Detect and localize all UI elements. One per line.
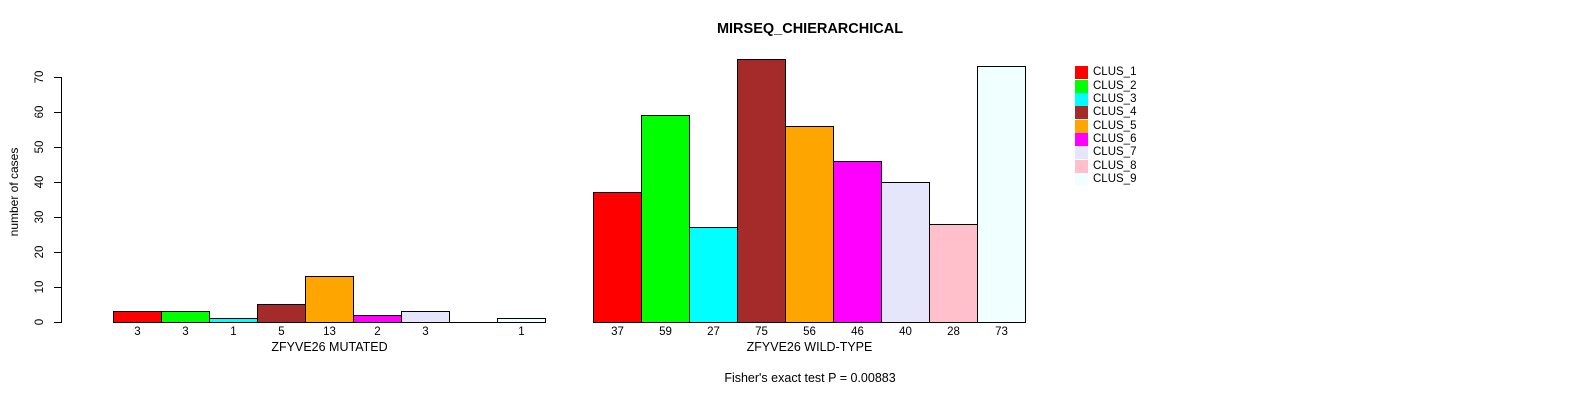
y-axis-tick: [54, 77, 61, 78]
legend-entry-label: CLUS_1: [1093, 66, 1137, 79]
bar-clus_6: [353, 315, 402, 323]
legend-swatch: [1075, 106, 1088, 120]
legend-entry-label: CLUS_9: [1093, 172, 1137, 185]
legend-swatch: [1075, 132, 1088, 146]
bar-clus_3: [689, 227, 738, 323]
legend-swatch: [1075, 119, 1088, 133]
y-axis-tick: [54, 252, 61, 253]
legend-entry: CLUS_8: [1075, 159, 1137, 173]
y-axis-tick-label: 70: [34, 70, 46, 84]
bar-clus_5: [785, 126, 834, 323]
bar-value-label: 3: [182, 326, 189, 338]
bar-value-label: 13: [323, 326, 336, 338]
y-axis-tick: [54, 147, 61, 148]
y-axis-line: [61, 77, 62, 323]
bar-clus_9: [497, 318, 546, 323]
bar-clus_5: [305, 276, 354, 323]
bar-value-label: 3: [134, 326, 141, 338]
bar-clus_3: [209, 318, 258, 323]
bar-clus_4: [737, 59, 786, 323]
legend-entry-label: CLUS_3: [1093, 92, 1137, 105]
legend-entry: CLUS_7: [1075, 146, 1137, 160]
fisher-test-annotation: Fisher's exact test P = 0.00883: [724, 371, 896, 385]
legend-entry: CLUS_5: [1075, 119, 1137, 133]
legend-swatch: [1075, 146, 1088, 160]
y-axis-tick: [54, 322, 61, 323]
legend-entry-label: CLUS_2: [1093, 79, 1137, 92]
bar-value-label: 73: [995, 326, 1008, 338]
y-axis-tick-label: 30: [34, 210, 46, 224]
legend-entry: CLUS_9: [1075, 172, 1137, 186]
legend-entry-label: CLUS_8: [1093, 159, 1137, 172]
legend-entry-label: CLUS_4: [1093, 106, 1137, 119]
bar-clus_7: [881, 182, 930, 323]
legend-entry: CLUS_3: [1075, 92, 1137, 106]
chart-title: MIRSEQ_CHIERARCHICAL: [716, 21, 904, 37]
bar-clus_2: [641, 115, 690, 323]
y-axis-tick: [54, 217, 61, 218]
bar-clus_1: [593, 192, 642, 323]
bar-value-label: 75: [755, 326, 768, 338]
legend-entry: CLUS_1: [1075, 66, 1137, 80]
bar-value-label: 40: [899, 326, 912, 338]
bar-value-label: 56: [803, 326, 816, 338]
bar-clus_7: [401, 311, 450, 323]
legend-entry: CLUS_2: [1075, 79, 1137, 93]
y-axis-title: number of cases: [7, 147, 21, 237]
legend-swatch: [1075, 92, 1088, 106]
legend-entry: CLUS_4: [1075, 106, 1137, 120]
bar-value-label: 37: [611, 326, 624, 338]
group-label: ZFYVE26 MUTATED: [271, 340, 388, 354]
y-axis-tick-label: 40: [34, 175, 46, 189]
y-axis-tick: [54, 182, 61, 183]
group-label: ZFYVE26 WILD-TYPE: [746, 340, 873, 354]
y-axis-tick-label: 10: [34, 280, 46, 294]
y-axis-tick: [54, 287, 61, 288]
bar-value-label: 5: [278, 326, 285, 338]
bar-value-label: 27: [707, 326, 720, 338]
legend-swatch: [1075, 66, 1088, 80]
y-axis-tick-label: 60: [34, 105, 46, 119]
y-axis-tick-label: 0: [34, 318, 46, 326]
bar-value-label: 3: [422, 326, 429, 338]
legend-entry: CLUS_6: [1075, 132, 1137, 146]
bar-clus_2: [161, 311, 210, 323]
legend-swatch: [1075, 79, 1088, 93]
bar-clus_8: [929, 224, 978, 323]
y-axis-tick-label: 50: [34, 140, 46, 154]
legend-entry-label: CLUS_5: [1093, 119, 1137, 132]
bar-clus_9: [977, 66, 1026, 323]
bar-value-label: 2: [374, 326, 381, 338]
legend-swatch: [1075, 159, 1088, 173]
y-axis-tick-label: 20: [34, 245, 46, 259]
bar-clus_1: [113, 311, 162, 323]
bar-value-label: 59: [659, 326, 672, 338]
bar-clus_6: [833, 161, 882, 323]
legend-swatch: [1075, 172, 1088, 186]
legend-entry-label: CLUS_6: [1093, 132, 1137, 145]
legend: CLUS_1 CLUS_2 CLUS_3 CLUS_4 CLUS_5 CLUS_6 CLUS…: [1075, 66, 1136, 186]
bar-value-label: 46: [851, 326, 864, 338]
legend-entry-label: CLUS_7: [1093, 146, 1137, 159]
y-axis-tick: [54, 112, 61, 113]
bar-value-label: 28: [947, 326, 960, 338]
bar-value-label: 1: [518, 326, 525, 338]
bar-clus_4: [257, 304, 306, 323]
bar-value-label: 1: [230, 326, 237, 338]
